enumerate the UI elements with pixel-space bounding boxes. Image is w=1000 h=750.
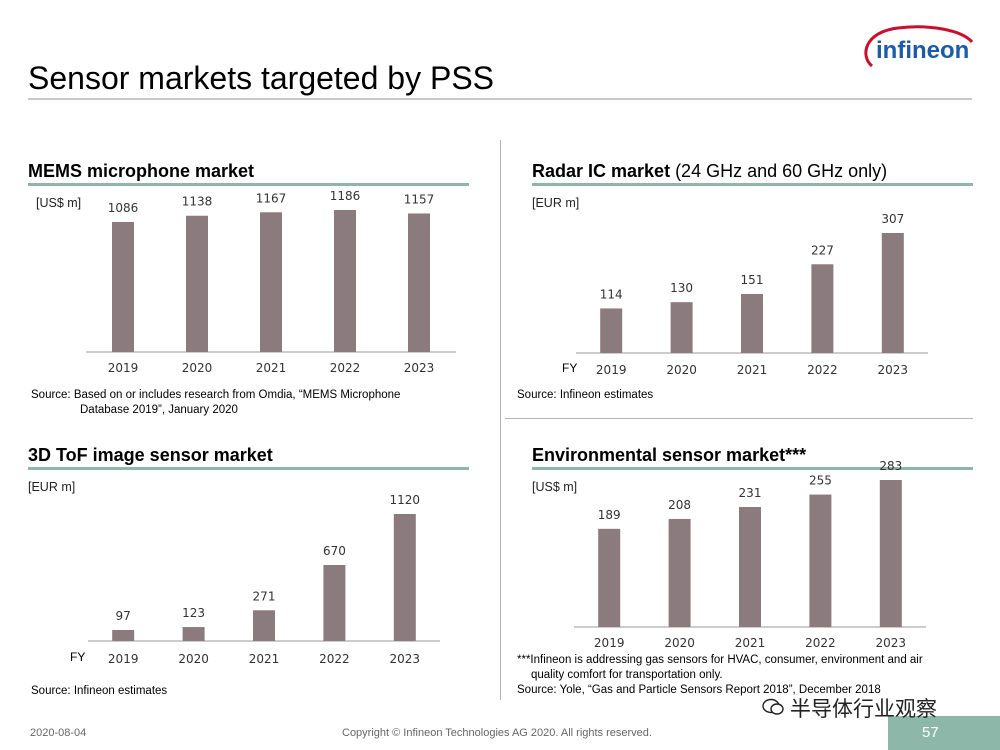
radar-bar-2023 [881, 233, 904, 353]
tof-category-label-2021: 2021 [249, 652, 280, 666]
tof-bar-2022 [323, 565, 346, 641]
radar-value-label-2022: 227 [811, 243, 834, 257]
env-category-label-2021: 2021 [735, 636, 766, 650]
page-number-box [888, 716, 1000, 750]
env-bar-2019 [598, 528, 621, 627]
tof-value-label-2020: 123 [182, 606, 205, 620]
radar-unit-label: [EUR m] [532, 196, 580, 210]
tof-panel-title: 3D ToF image sensor market [28, 445, 273, 465]
env-category-label-2020: 2020 [664, 636, 695, 650]
env-unit-label: [US$ m] [532, 480, 578, 494]
tof-bar-2019 [112, 630, 135, 641]
env-panel-title: Environmental sensor market*** [532, 445, 807, 465]
radar-bar-2020 [670, 302, 693, 353]
env-note-line-1: ***Infineon is addressing gas sensors fo… [517, 654, 923, 666]
env-value-label-2019: 189 [598, 508, 621, 522]
env-category-label-2022: 2022 [805, 636, 836, 650]
radar-category-label-2021: 2021 [737, 363, 768, 377]
mems-category-label-2020: 2020 [182, 361, 213, 375]
env-bar-2023 [879, 480, 902, 627]
mems-title-rule [28, 183, 469, 186]
tof-value-label-2023: 1120 [390, 493, 421, 507]
env-source: Source: Yole, “Gas and Particle Sensors … [517, 684, 881, 696]
tof-bar-2023 [393, 514, 416, 641]
radar-value-label-2019: 114 [600, 287, 623, 301]
mems-value-label-2020: 1138 [182, 195, 213, 209]
radar-bar-2022 [811, 264, 834, 353]
mems-value-label-2023: 1157 [404, 192, 435, 206]
mems-unit-label: [US$ m] [36, 196, 82, 210]
tof-title-rule [28, 467, 469, 470]
tof-fy-label: FY [70, 650, 85, 664]
env-bar-2022 [809, 494, 832, 627]
mems-panel-title: MEMS microphone market [28, 161, 255, 181]
env-value-label-2021: 231 [739, 486, 762, 500]
slide-title: Sensor markets targeted by PSS [28, 60, 494, 96]
env-note-line-2: quality comfort for transportation only. [531, 669, 723, 681]
radar-value-label-2021: 151 [741, 273, 764, 287]
env-bar-2021 [739, 507, 761, 627]
tof-value-label-2022: 670 [323, 544, 346, 558]
env-value-label-2023: 283 [879, 459, 902, 473]
mems-category-label-2022: 2022 [330, 361, 361, 375]
env-value-label-2022: 255 [809, 474, 832, 488]
mems-source-line-2: Database 2019”, January 2020 [80, 404, 238, 416]
radar-fy-label: FY [562, 361, 577, 375]
mems-category-label-2021: 2021 [256, 361, 287, 375]
env-category-label-2023: 2023 [876, 636, 907, 650]
tof-source: Source: Infineon estimates [31, 685, 168, 697]
mems-source-line-1: Source: Based on or includes research fr… [31, 389, 401, 401]
env-value-label-2020: 208 [668, 498, 691, 512]
radar-panel-title: Radar IC market (24 GHz and 60 GHz only) [532, 161, 888, 181]
radar-category-label-2019: 2019 [596, 363, 627, 377]
radar-value-label-2023: 307 [881, 212, 904, 226]
tof-value-label-2021: 271 [253, 589, 276, 603]
tof-category-label-2019: 2019 [108, 652, 139, 666]
footer-copyright: Copyright © Infineon Technologies AG 202… [342, 727, 652, 739]
tof-bar-2021 [253, 610, 275, 641]
wechat-icon [762, 698, 784, 715]
tof-category-label-2022: 2022 [319, 652, 350, 666]
mems-bar-2022 [334, 210, 356, 352]
page-number: 57 [922, 724, 939, 741]
tof-category-label-2020: 2020 [178, 652, 209, 666]
mems-value-label-2021: 1167 [256, 191, 287, 205]
logo-wordmark: infineon [876, 37, 969, 64]
mems-bar-2023 [408, 213, 430, 352]
tof-value-label-2019: 97 [116, 609, 131, 623]
radar-category-label-2023: 2023 [878, 363, 909, 377]
tof-category-label-2023: 2023 [390, 652, 421, 666]
title-underline [28, 98, 972, 100]
tof-bar-2020 [182, 627, 205, 641]
radar-title-rule [532, 183, 973, 186]
radar-source: Source: Infineon estimates [517, 389, 654, 401]
mems-value-label-2022: 1186 [330, 189, 361, 203]
radar-bar-2021 [741, 293, 763, 353]
infineon-logo: infineon [864, 25, 974, 68]
mems-bar-2019 [112, 221, 134, 352]
mems-value-label-2019: 1086 [108, 201, 139, 215]
mems-bar-2021 [260, 212, 282, 352]
env-category-label-2019: 2019 [594, 636, 625, 650]
watermark-text: 半导体行业观察 [790, 698, 937, 721]
mems-category-label-2023: 2023 [404, 361, 435, 375]
env-bar-2020 [668, 518, 691, 627]
horizontal-divider [505, 418, 973, 419]
vertical-divider [500, 140, 501, 700]
radar-category-label-2022: 2022 [807, 363, 838, 377]
tof-unit-label: [EUR m] [28, 480, 76, 494]
radar-category-label-2020: 2020 [666, 363, 697, 377]
radar-value-label-2020: 130 [670, 281, 693, 295]
footer-date: 2020-08-04 [30, 727, 87, 739]
mems-bar-2020 [186, 215, 208, 352]
radar-bar-2019 [600, 308, 623, 353]
env-title-rule [532, 467, 973, 470]
mems-category-label-2019: 2019 [108, 361, 139, 375]
